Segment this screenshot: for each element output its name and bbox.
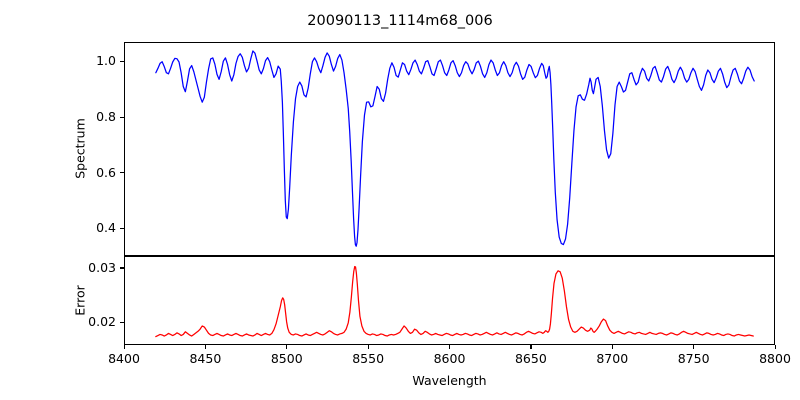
x-tick-mark xyxy=(774,345,776,349)
y-tick-label-error: 0.02 xyxy=(88,314,116,330)
x-tick-mark xyxy=(449,345,451,349)
y-tick-mark-spectrum xyxy=(120,116,124,118)
x-tick-label: 8600 xyxy=(433,351,466,366)
y-tick-mark-spectrum xyxy=(120,227,124,229)
y-tick-mark-spectrum xyxy=(120,172,124,174)
spectrum-panel xyxy=(124,42,775,256)
x-tick-label: 8800 xyxy=(759,351,791,366)
x-tick-label: 8750 xyxy=(677,351,710,366)
error-line xyxy=(125,257,774,344)
x-tick-label: 8650 xyxy=(514,351,547,366)
y-tick-label-spectrum: 0.8 xyxy=(96,109,116,125)
x-tick-label: 8500 xyxy=(270,351,303,366)
y-tick-label-spectrum: 1.0 xyxy=(96,53,116,69)
y-tick-label-spectrum: 0.6 xyxy=(96,164,116,180)
error-panel xyxy=(124,256,775,345)
figure-title: 20090113_1114m68_006 xyxy=(307,13,493,29)
x-tick-mark xyxy=(286,345,288,349)
x-tick-mark xyxy=(367,345,369,349)
x-tick-label: 8450 xyxy=(189,351,222,366)
x-tick-mark xyxy=(123,345,125,349)
y-tick-label-error: 0.03 xyxy=(88,259,116,275)
x-tick-mark xyxy=(693,345,695,349)
y-axis-label-error: Error xyxy=(72,284,88,316)
x-tick-mark xyxy=(530,345,532,349)
x-tick-label: 8700 xyxy=(596,351,629,366)
x-tick-label: 8550 xyxy=(352,351,385,366)
y-tick-mark-error xyxy=(120,321,124,323)
y-tick-label-spectrum: 0.4 xyxy=(96,220,116,236)
spectrum-line xyxy=(125,43,774,255)
y-tick-mark-spectrum xyxy=(120,60,124,63)
x-tick-label: 8400 xyxy=(108,351,140,366)
x-tick-mark xyxy=(204,345,207,349)
y-tick-mark-error xyxy=(120,267,124,269)
y-axis-label-spectrum: Spectrum xyxy=(72,118,88,179)
x-tick-mark xyxy=(611,345,613,349)
x-axis-label: Wavelength xyxy=(412,373,487,388)
